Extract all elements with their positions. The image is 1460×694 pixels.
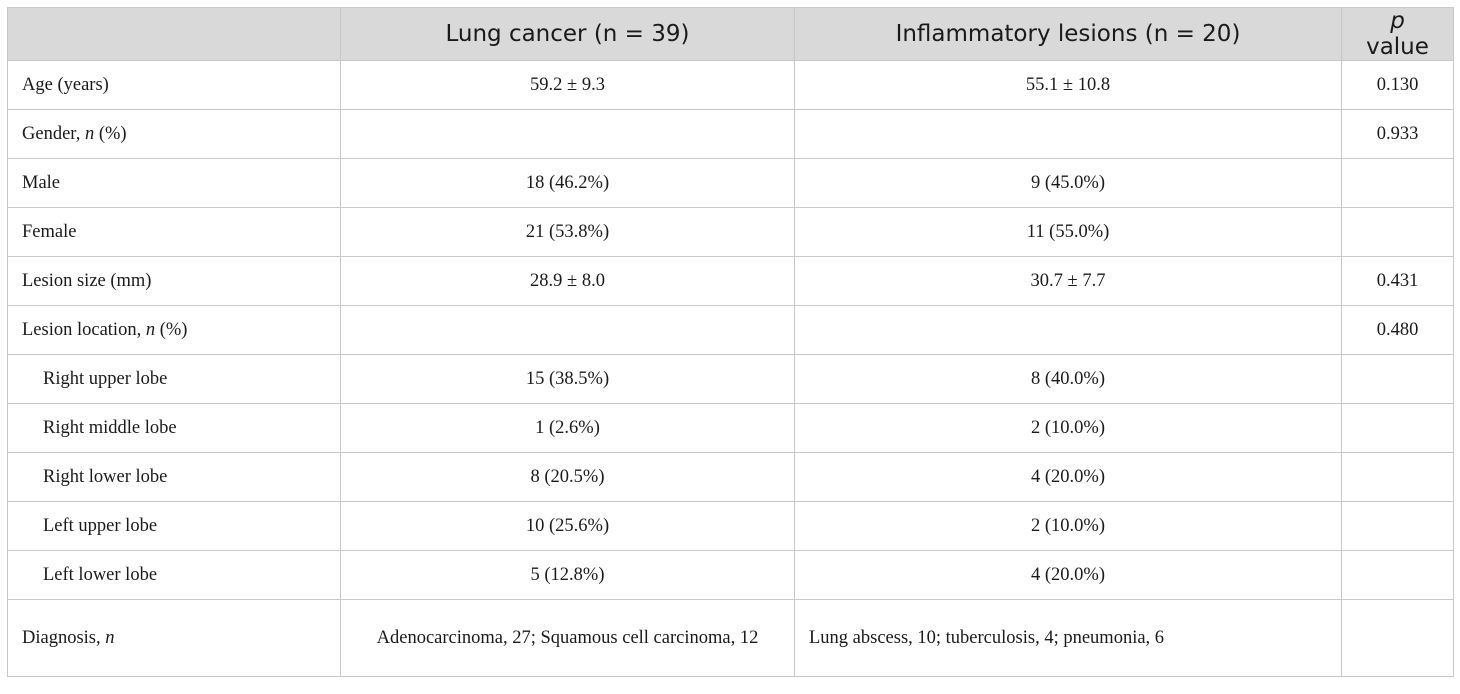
lung-cancer-cell: 59.2 ± 9.3 bbox=[340, 60, 795, 110]
row-label: Left lower lobe bbox=[7, 550, 341, 600]
inflammatory-cell: 9 (45.0%) bbox=[794, 158, 1342, 208]
label-text-end: (%) bbox=[155, 319, 188, 340]
lung-cancer-cell bbox=[340, 109, 795, 159]
label-text: Diagnosis, bbox=[22, 627, 106, 648]
row-label: Gender, n (%) bbox=[7, 109, 341, 159]
row-label: Right middle lobe bbox=[7, 403, 341, 453]
label-italic: n bbox=[105, 627, 115, 648]
row-label: Age (years) bbox=[7, 60, 341, 110]
label-italic: n bbox=[145, 319, 156, 340]
lung-cancer-cell: 21 (53.8%) bbox=[340, 207, 795, 257]
p-value-cell bbox=[1341, 354, 1454, 404]
lung-cancer-cell: Adenocarcinoma, 27; Squamous cell carcin… bbox=[340, 599, 795, 677]
lung-cancer-cell: 1 (2.6%) bbox=[340, 403, 795, 453]
label-text: Gender, bbox=[22, 123, 85, 144]
p-value-cell: 0.933 bbox=[1341, 109, 1454, 159]
lung-cancer-cell bbox=[340, 305, 795, 355]
row-label: Left upper lobe bbox=[7, 501, 341, 551]
p-value-cell bbox=[1341, 599, 1454, 677]
row-label: Right upper lobe bbox=[7, 354, 341, 404]
table-row: Right upper lobe 15 (38.5%) 8 (40.0%) bbox=[7, 354, 1454, 404]
inflammatory-cell: 4 (20.0%) bbox=[794, 550, 1342, 600]
lung-cancer-cell: 8 (20.5%) bbox=[340, 452, 795, 502]
inflammatory-cell: Lung abscess, 10; tuberculosis, 4; pneum… bbox=[794, 599, 1342, 677]
inflammatory-cell: 2 (10.0%) bbox=[794, 501, 1342, 551]
p-value-cell bbox=[1341, 550, 1454, 600]
table-row: Right lower lobe 8 (20.5%) 4 (20.0%) bbox=[7, 452, 1454, 502]
row-label: Lesion location, n (%) bbox=[7, 305, 341, 355]
p-value-text: value bbox=[1366, 34, 1429, 60]
table-row: Gender, n (%) 0.933 bbox=[7, 109, 1454, 159]
lung-cancer-cell: 18 (46.2%) bbox=[340, 158, 795, 208]
characteristics-table: Lung cancer (n = 39) Inflammatory lesion… bbox=[7, 7, 1454, 677]
header-lung-cancer: Lung cancer (n = 39) bbox=[340, 7, 795, 61]
p-value-cell bbox=[1341, 452, 1454, 502]
p-value-cell: 0.130 bbox=[1341, 60, 1454, 110]
table-row: Lesion size (mm) 28.9 ± 8.0 30.7 ± 7.7 0… bbox=[7, 256, 1454, 306]
label-italic: n bbox=[84, 123, 95, 144]
header-row: Lung cancer (n = 39) Inflammatory lesion… bbox=[7, 7, 1454, 61]
inflammatory-cell bbox=[794, 305, 1342, 355]
p-value-cell bbox=[1341, 207, 1454, 257]
inflammatory-cell: 8 (40.0%) bbox=[794, 354, 1342, 404]
lung-cancer-cell: 28.9 ± 8.0 bbox=[340, 256, 795, 306]
inflammatory-cell bbox=[794, 109, 1342, 159]
row-label: Right lower lobe bbox=[7, 452, 341, 502]
p-value-cell bbox=[1341, 501, 1454, 551]
inflammatory-cell: 11 (55.0%) bbox=[794, 207, 1342, 257]
label-text-end: (%) bbox=[94, 123, 127, 144]
row-label: Male bbox=[7, 158, 341, 208]
header-label-column bbox=[7, 7, 341, 61]
header-p-value: p value bbox=[1341, 7, 1454, 61]
table-row: Age (years) 59.2 ± 9.3 55.1 ± 10.8 0.130 bbox=[7, 60, 1454, 110]
header-inflammatory-lesions: Inflammatory lesions (n = 20) bbox=[794, 7, 1342, 61]
row-label: Female bbox=[7, 207, 341, 257]
p-value-cell bbox=[1341, 403, 1454, 453]
p-value-cell: 0.480 bbox=[1341, 305, 1454, 355]
table-row: Diagnosis, n Adenocarcinoma, 27; Squamou… bbox=[7, 599, 1454, 677]
row-label: Diagnosis, n bbox=[7, 599, 341, 677]
inflammatory-cell: 4 (20.0%) bbox=[794, 452, 1342, 502]
row-label: Lesion size (mm) bbox=[7, 256, 341, 306]
label-text: Lesion location, bbox=[22, 319, 146, 340]
table-row: Male 18 (46.2%) 9 (45.0%) bbox=[7, 158, 1454, 208]
lung-cancer-cell: 5 (12.8%) bbox=[340, 550, 795, 600]
inflammatory-cell: 55.1 ± 10.8 bbox=[794, 60, 1342, 110]
table-row: Female 21 (53.8%) 11 (55.0%) bbox=[7, 207, 1454, 257]
p-symbol: p bbox=[1390, 8, 1405, 34]
p-value-cell bbox=[1341, 158, 1454, 208]
inflammatory-cell: 2 (10.0%) bbox=[794, 403, 1342, 453]
lung-cancer-cell: 15 (38.5%) bbox=[340, 354, 795, 404]
lung-cancer-cell: 10 (25.6%) bbox=[340, 501, 795, 551]
table-row: Left lower lobe 5 (12.8%) 4 (20.0%) bbox=[7, 550, 1454, 600]
table-row: Right middle lobe 1 (2.6%) 2 (10.0%) bbox=[7, 403, 1454, 453]
p-value-cell: 0.431 bbox=[1341, 256, 1454, 306]
table-row: Left upper lobe 10 (25.6%) 2 (10.0%) bbox=[7, 501, 1454, 551]
table-row: Lesion location, n (%) 0.480 bbox=[7, 305, 1454, 355]
inflammatory-cell: 30.7 ± 7.7 bbox=[794, 256, 1342, 306]
